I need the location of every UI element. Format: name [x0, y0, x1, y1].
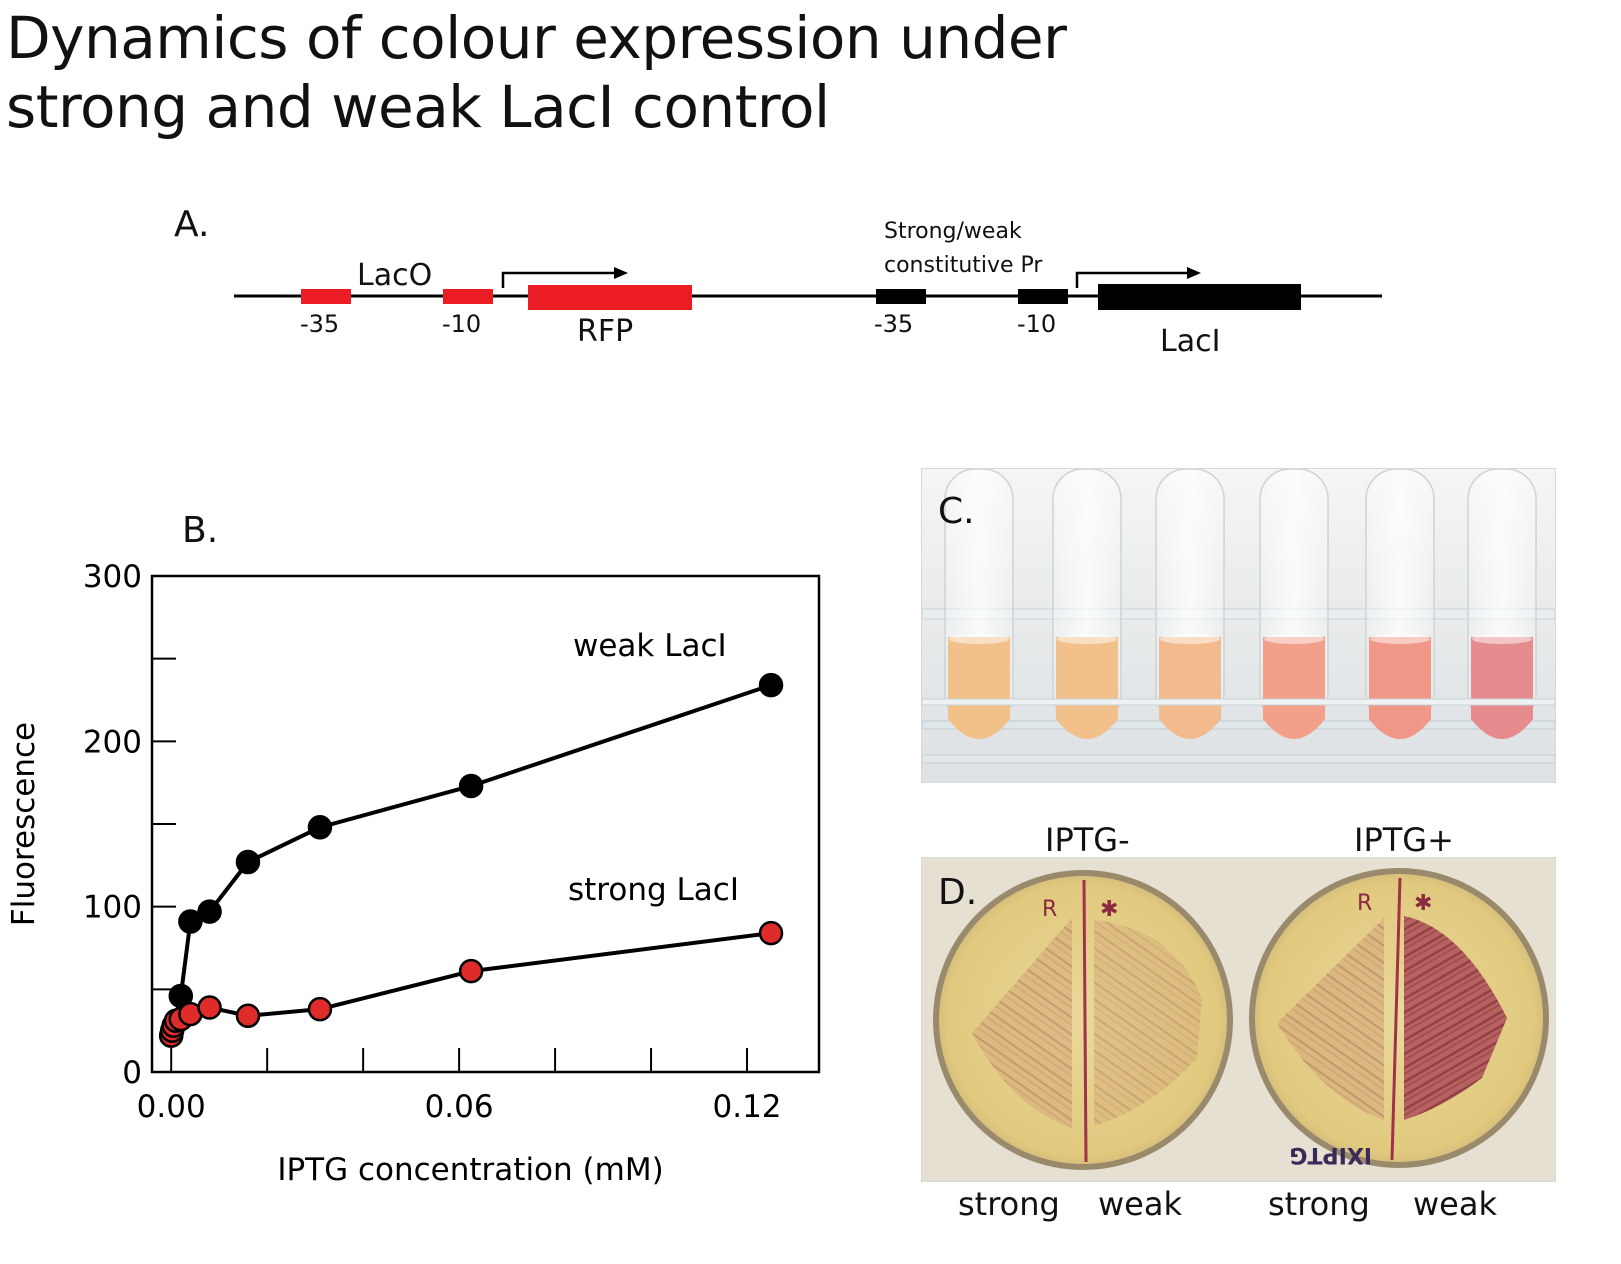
rfp-minus35-label: -35	[300, 310, 340, 338]
caption-weak-plus: weak	[1413, 1185, 1497, 1223]
data-point	[235, 1003, 261, 1029]
x-tick-label: 0.12	[713, 1089, 782, 1125]
y-tick-label: 300	[83, 559, 142, 595]
tube-set	[944, 469, 1537, 739]
y-tick-label: 0	[122, 1055, 142, 1091]
laco-label: LacO	[357, 258, 433, 293]
tube-liquid	[948, 637, 1010, 739]
series-line	[169, 931, 772, 1037]
laci-minus35-box	[876, 289, 926, 304]
liquid-meniscus	[1472, 634, 1532, 644]
plate-writing: IXIPTG	[1289, 1142, 1372, 1167]
figure-title: Dynamics of colour expression under stro…	[6, 4, 1067, 142]
x-tick-label: 0.00	[137, 1089, 206, 1125]
svg-text:✱: ✱	[1414, 891, 1432, 916]
panel-d-photo: R ✱ R ✱ IXIPTG D.	[921, 857, 1556, 1182]
data-point	[307, 815, 333, 840]
y-tick-label: 200	[83, 724, 142, 760]
data-point	[458, 773, 484, 799]
test-tube	[1259, 469, 1329, 739]
tube-liquid	[1159, 637, 1221, 739]
svg-text:R: R	[1042, 897, 1057, 922]
construct-diagram	[234, 267, 1382, 310]
series-strong-laci	[158, 920, 784, 1048]
caption-strong-plus: strong	[1268, 1185, 1370, 1223]
svg-text:✱: ✱	[1100, 897, 1118, 922]
tube-liquid	[1263, 637, 1325, 739]
test-tube	[944, 469, 1014, 739]
laci-label: LacI	[1160, 324, 1221, 359]
data-point	[197, 899, 222, 924]
rfp-minus10-label: -10	[442, 310, 482, 338]
caption-strong-minus: strong	[958, 1185, 1060, 1223]
data-point	[307, 996, 333, 1022]
data-point	[235, 849, 261, 875]
data-point	[178, 909, 203, 934]
promoter-label-line-2: constitutive Pr	[884, 253, 1043, 278]
series-label-weak: weak LacI	[573, 628, 727, 664]
chart-series	[158, 672, 784, 1048]
chart-axes: 0 100 200 300 0.00 0.06 0.12	[83, 559, 821, 1125]
laci-minus10-label: -10	[1017, 310, 1057, 338]
laci-minus10-box	[1018, 289, 1068, 304]
plate-iptg-minus: R ✱	[933, 870, 1233, 1170]
x-axis-label: IPTG concentration (mM)	[277, 1152, 663, 1188]
series-label-strong: strong LacI	[568, 872, 739, 908]
y-tick-label: 100	[83, 890, 142, 926]
title-line-2: strong and weak LacI control	[6, 73, 830, 141]
x-tick-label: 0.06	[425, 1089, 494, 1125]
plate-iptg-plus: R ✱ IXIPTG	[1249, 868, 1549, 1168]
rfp-label: RFP	[577, 314, 634, 349]
promoter-label-line-1: Strong/weak	[884, 219, 1022, 244]
data-point	[197, 995, 222, 1020]
liquid-meniscus	[1370, 634, 1430, 644]
panel-a-letter: A.	[174, 204, 210, 245]
tube-liquid	[1056, 637, 1118, 739]
series-line	[169, 683, 772, 1037]
rfp-minus35-box	[301, 289, 351, 304]
data-point	[758, 672, 784, 698]
y-axis-label: Fluorescence	[6, 722, 42, 926]
agar-plates-illustration: R ✱ R ✱ IXIPTG	[922, 858, 1555, 1181]
test-tube	[1052, 469, 1122, 739]
liquid-meniscus	[1264, 634, 1324, 644]
data-point	[758, 920, 784, 946]
liquid-meniscus	[1160, 634, 1220, 644]
data-point	[458, 958, 484, 984]
tube-rack-illustration	[922, 469, 1555, 782]
series-weak-laci	[158, 672, 784, 1048]
test-tube	[1155, 469, 1225, 739]
laci-minus35-label: -35	[874, 310, 914, 338]
panel-b-letter: B.	[182, 510, 219, 551]
iptg-plus-label: IPTG+	[1354, 821, 1454, 859]
chart-labels: Fluorescence IPTG concentration (mM) wea…	[6, 628, 739, 1188]
test-tube	[1467, 469, 1537, 739]
rfp-minus10-box	[443, 289, 493, 304]
liquid-meniscus	[949, 634, 1009, 644]
panel-c-photo: C.	[921, 468, 1556, 783]
laci-gene-box	[1098, 284, 1301, 310]
panel-d-letter: D.	[938, 872, 978, 913]
laci-transcription-arrow	[1075, 267, 1201, 288]
iptg-minus-label: IPTG-	[1045, 821, 1130, 859]
svg-text:R: R	[1357, 891, 1372, 916]
panel-c-letter: C.	[938, 491, 975, 532]
tube-liquid	[1369, 637, 1431, 739]
fluorescence-chart: 0 100 200 300 0.00 0.06 0.12 Fluorescence IPTG…	[6, 559, 821, 1188]
rfp-transcription-arrow	[501, 267, 628, 288]
title-line-1: Dynamics of colour expression under	[6, 4, 1067, 72]
test-tube	[1365, 469, 1435, 739]
caption-weak-minus: weak	[1098, 1185, 1182, 1223]
rfp-gene-box	[528, 285, 692, 310]
tube-liquid	[1471, 637, 1533, 739]
liquid-meniscus	[1057, 634, 1117, 644]
